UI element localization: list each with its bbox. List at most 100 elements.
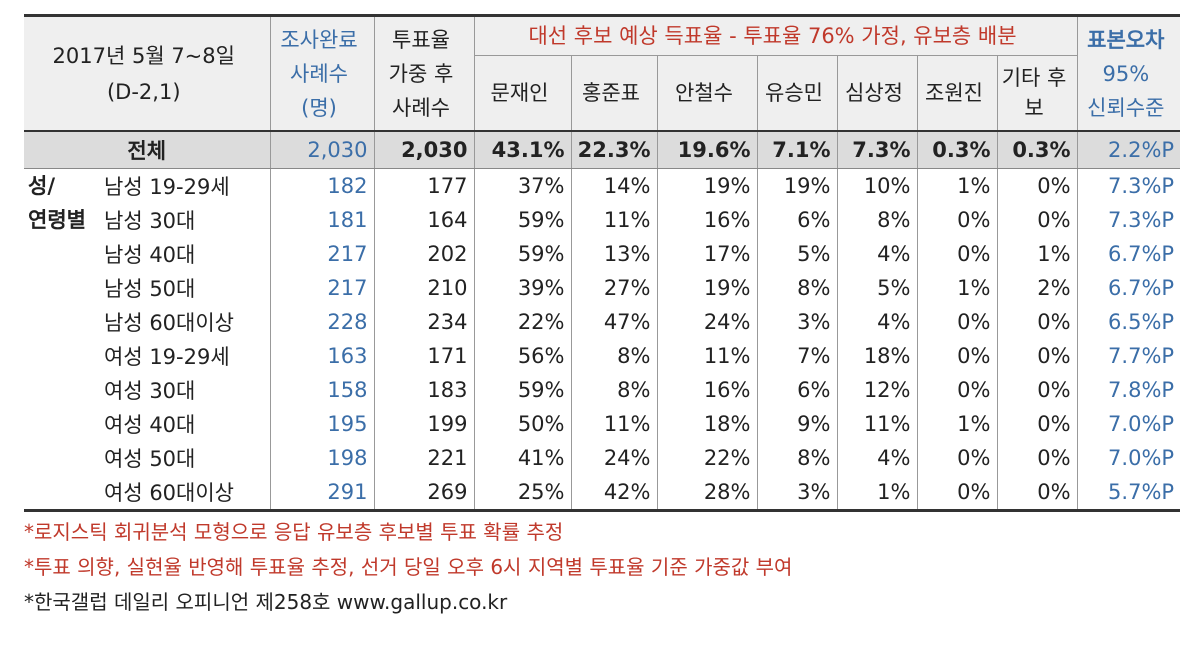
footnote-method: *로지스틱 회귀분석 모형으로 응답 유보층 후보별 투표 확률 추정	[24, 520, 564, 544]
weighted-sample-cell: 234	[373, 305, 474, 339]
vote-share-cell: 0%	[996, 407, 1078, 441]
group-label: 성/	[28, 174, 55, 198]
vote-share-cell: 8%	[756, 441, 837, 475]
vote-share-cell: 16%	[656, 203, 757, 237]
period-date: 2017년 5월 7~8일	[52, 43, 235, 68]
vote-share-cell: 27%	[570, 271, 657, 305]
weighted-sample-cell: 269	[373, 475, 474, 512]
vote-share-cell: 0%	[916, 203, 997, 237]
row-label: 남성 40대	[104, 243, 196, 267]
vote-share-cell: 13%	[570, 237, 657, 271]
vote-share-cell: 59%	[473, 237, 571, 271]
row-label: 남성 50대	[104, 277, 196, 301]
poll-table: 2017년 5월 7~8일 (D-2,1) 조사완료 사례수 (명) 투표율 가…	[24, 14, 1181, 512]
vote-share-cell: 8%	[570, 339, 657, 373]
table-row: 성/남성 19-29세 182 177 37% 14% 19% 19% 10% 1% 0% 7.3%…	[24, 168, 1181, 203]
table-row: 남성 60대이상 228 234 22% 47% 24% 3% 4% 0% 0% 6.5%P	[24, 305, 1181, 339]
vote-share-cell: 3%	[756, 475, 837, 512]
vote-share-cell: 0%	[916, 475, 997, 512]
vote-share-cell: 18%	[656, 407, 757, 441]
vote-share-cell: 16%	[656, 373, 757, 407]
vote-share-cell: 0%	[996, 475, 1078, 512]
group-label: 연령별	[28, 208, 86, 232]
vote-share-cell: 0%	[996, 305, 1078, 339]
vote-share-cell: 4%	[836, 441, 917, 475]
vote-share-cell: 28%	[656, 475, 757, 512]
forecast-title: 대선 후보 예상 득표율 - 투표율 76% 가정, 유보층 배분	[473, 14, 1078, 56]
weighted-sample-cell: 199	[373, 407, 474, 441]
vote-share-cell: 9%	[756, 407, 837, 441]
weighted-sample-cell: 171	[373, 339, 474, 373]
sampling-error-cell: 5.7%P	[1076, 475, 1181, 512]
table-row: 여성 19-29세 163 171 56% 8% 11% 7% 18% 0% 0% 7.7%P	[24, 339, 1181, 373]
vote-share-cell: 1%	[916, 168, 997, 203]
row-label: 남성 60대이상	[104, 311, 234, 335]
completed-sample-cell: 182	[269, 168, 374, 203]
sampling-error-cell: 6.7%P	[1076, 237, 1181, 271]
vote-share-cell: 59%	[473, 373, 571, 407]
table-row: 남성 50대 217 210 39% 27% 19% 8% 5% 1% 2% 6.7%P	[24, 271, 1181, 305]
total-row: 전체 2,030 2,030 43.1% 22.3% 19.6% 7.1% 7.3% 0.3%…	[24, 130, 1181, 169]
vote-share-cell: 0%	[996, 339, 1078, 373]
weighted-sample-cell: 221	[373, 441, 474, 475]
footnote-source: *한국갤럽 데일리 오피니언 제258호 www.gallup.co.kr	[24, 590, 508, 614]
vote-share-cell: 7%	[756, 339, 837, 373]
weighted-sample-cell: 210	[373, 271, 474, 305]
vote-share-cell: 56%	[473, 339, 571, 373]
vote-share-cell: 0%	[996, 203, 1078, 237]
vote-share-cell: 0%	[916, 441, 997, 475]
row-label: 여성 19-29세	[104, 345, 230, 369]
vote-share-cell: 14%	[570, 168, 657, 203]
total-value-blue: 2,030	[269, 130, 374, 169]
total-value: 19.6%	[656, 130, 757, 169]
vote-share-cell: 11%	[570, 407, 657, 441]
completed-sample-cell: 217	[269, 237, 374, 271]
vote-share-cell: 19%	[656, 168, 757, 203]
vote-share-cell: 0%	[916, 373, 997, 407]
vote-share-cell: 50%	[473, 407, 571, 441]
vote-share-cell: 11%	[836, 407, 917, 441]
total-section: 전체 2,030 2,030 43.1% 22.3% 19.6% 7.1% 7.3% 0.3%…	[24, 130, 1181, 169]
vote-share-cell: 0%	[996, 168, 1078, 203]
footnotes: *로지스틱 회귀분석 모형으로 응답 유보층 후보별 투표 확률 추정 *투표 …	[24, 515, 792, 620]
data-rows: 성/남성 19-29세 182 177 37% 14% 19% 19% 10% 1% 0% 7.3%…	[24, 168, 1181, 512]
completed-sample-cell: 181	[269, 203, 374, 237]
table-row: 여성 60대이상 291 269 25% 42% 28% 3% 1% 0% 0% 5.7%P	[24, 475, 1181, 512]
completed-sample-cell: 228	[269, 305, 374, 339]
total-value: 0.3%	[996, 130, 1078, 169]
vote-share-cell: 47%	[570, 305, 657, 339]
vote-share-cell: 4%	[836, 237, 917, 271]
vote-share-cell: 37%	[473, 168, 571, 203]
vote-share-cell: 1%	[916, 271, 997, 305]
weighted-sample-header: 투표율 가중 후 사례수	[373, 14, 474, 131]
total-value: 2,030	[373, 130, 474, 169]
vote-share-cell: 42%	[570, 475, 657, 512]
weighted-sample-cell: 177	[373, 168, 474, 203]
vote-share-cell: 12%	[836, 373, 917, 407]
vote-share-cell: 1%	[916, 407, 997, 441]
vote-share-cell: 24%	[570, 441, 657, 475]
vote-share-cell: 8%	[836, 203, 917, 237]
completed-sample-cell: 217	[269, 271, 374, 305]
table-header: 2017년 5월 7~8일 (D-2,1) 조사완료 사례수 (명) 투표율 가…	[24, 14, 1181, 131]
vote-share-cell: 0%	[916, 305, 997, 339]
candidate-header: 문재인	[473, 55, 571, 131]
sampling-error-cell: 7.8%P	[1076, 373, 1181, 407]
total-value: 0.3%	[916, 130, 997, 169]
sampling-error-cell: 7.3%P	[1076, 203, 1181, 237]
vote-share-cell: 39%	[473, 271, 571, 305]
sampling-error-header: 표본오차 95% 신뢰수준	[1076, 14, 1181, 131]
sampling-error-cell: 6.7%P	[1076, 271, 1181, 305]
vote-share-cell: 0%	[996, 441, 1078, 475]
completed-sample-cell: 198	[269, 441, 374, 475]
sampling-error-cell: 7.0%P	[1076, 441, 1181, 475]
vote-share-cell: 2%	[996, 271, 1078, 305]
completed-sample-cell: 291	[269, 475, 374, 512]
row-label: 여성 50대	[104, 447, 196, 471]
survey-period: 2017년 5월 7~8일 (D-2,1)	[24, 14, 270, 131]
completed-sample-cell: 158	[269, 373, 374, 407]
sampling-error-cell: 7.7%P	[1076, 339, 1181, 373]
table-row: 여성 40대 195 199 50% 11% 18% 9% 11% 1% 0% 7.0%P	[24, 407, 1181, 441]
vote-share-cell: 19%	[656, 271, 757, 305]
row-label: 남성 19-29세	[104, 175, 230, 199]
